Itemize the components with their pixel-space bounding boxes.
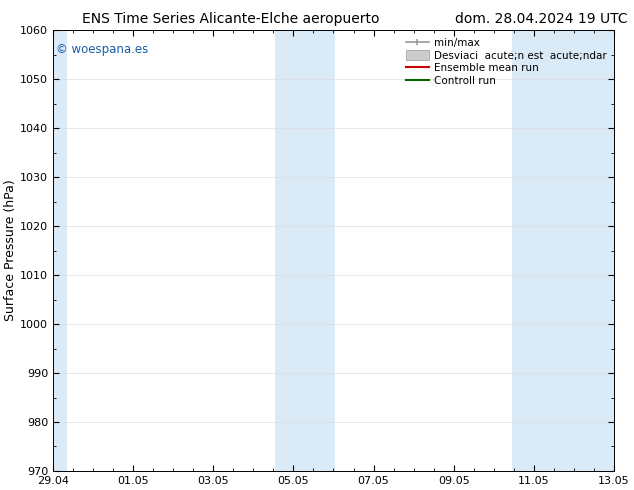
Text: dom. 28.04.2024 19 UTC: dom. 28.04.2024 19 UTC xyxy=(455,12,628,26)
Bar xyxy=(275,30,335,471)
Text: © woespana.es: © woespana.es xyxy=(56,44,148,56)
Legend: min/max, Desviaci  acute;n est  acute;ndar, Ensemble mean run, Controll run: min/max, Desviaci acute;n est acute;ndar… xyxy=(402,33,611,90)
Bar xyxy=(512,30,618,471)
Bar xyxy=(49,30,67,471)
Y-axis label: Surface Pressure (hPa): Surface Pressure (hPa) xyxy=(4,180,17,321)
Text: ENS Time Series Alicante-Elche aeropuerto: ENS Time Series Alicante-Elche aeropuert… xyxy=(82,12,380,26)
